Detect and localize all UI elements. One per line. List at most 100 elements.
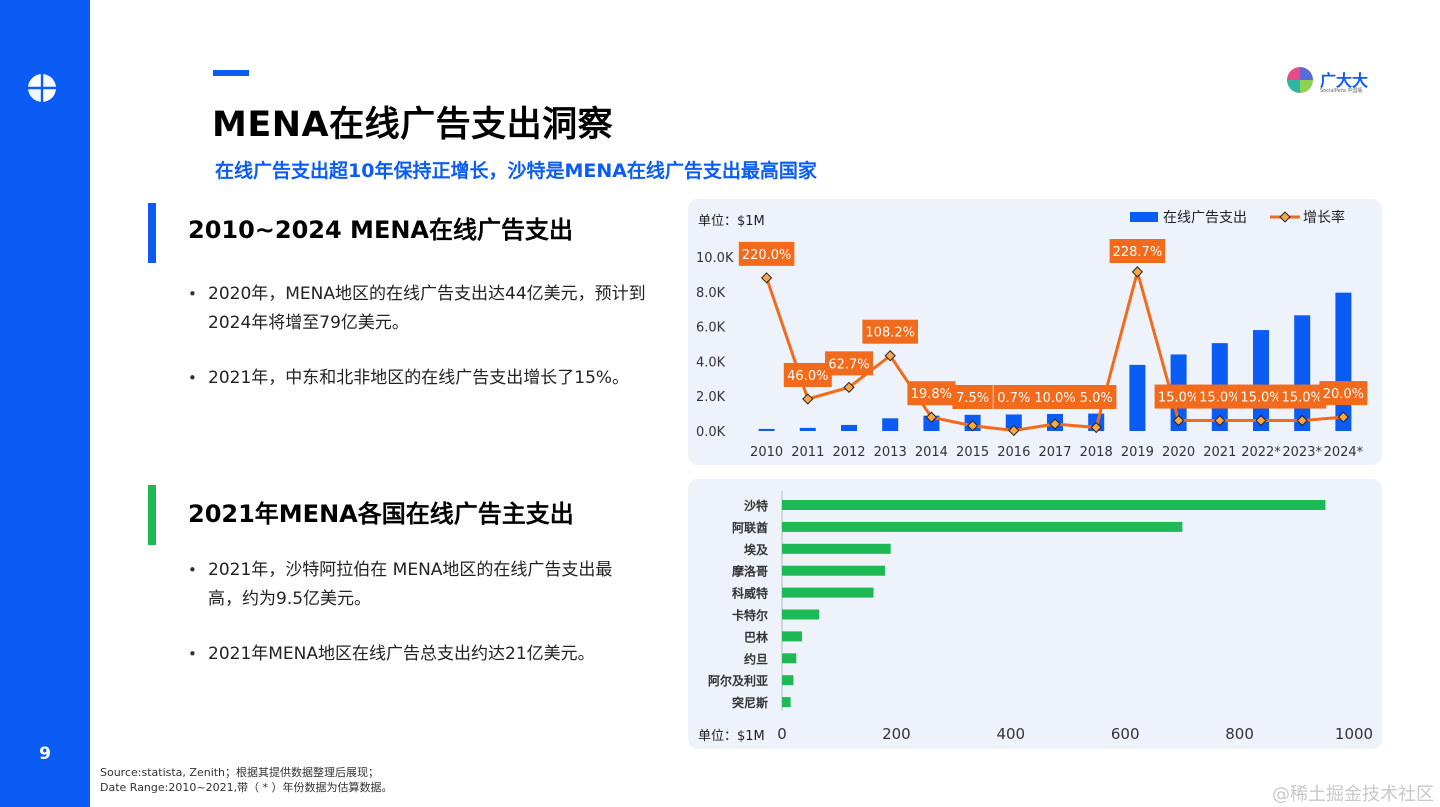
chart1-x-tick: 2015 bbox=[956, 445, 989, 460]
chart1-growth-point bbox=[925, 411, 938, 423]
chart1-x-tick: 2010 bbox=[750, 445, 783, 460]
country-spend-chart-panel: 沙特 阿联酋 埃及 摩洛哥 科威特 卡特尔 巴林 约旦 阿尔及利亚 突尼斯 0 200 400 600 80… bbox=[688, 479, 1382, 749]
chart1-x-tick: 2013 bbox=[874, 445, 907, 460]
chart1-x-tick: 2021 bbox=[1203, 445, 1236, 460]
chart1-x-tick: 2023* bbox=[1282, 445, 1322, 460]
chart1-growth-label-bg bbox=[783, 362, 832, 387]
chart1-growth-label: 220.0% bbox=[742, 248, 792, 263]
chart1-legend-bar-swatch bbox=[1130, 212, 1158, 222]
brand-name: 广大大 bbox=[1320, 71, 1369, 90]
chart2-category-label: 摩洛哥 bbox=[732, 564, 768, 579]
chart2-bar bbox=[782, 609, 820, 620]
chart1-growth-label: 5.0% bbox=[1080, 391, 1113, 406]
chart1-growth-label-bg bbox=[825, 351, 873, 376]
chart1-growth-label-bg bbox=[1237, 384, 1285, 409]
chart1-legend-line-label: 增长率 bbox=[1303, 209, 1345, 226]
chart1-x-tick: 2024* bbox=[1324, 445, 1364, 460]
spend-growth-chart-panel: 单位：$1M 0.0K 2.0K 4.0K 6.0K 8.0K 10.0K 2010 2011 2… bbox=[688, 199, 1382, 465]
chart2-x-tick: 800 bbox=[1225, 725, 1254, 743]
chart1-x-tick: 2022* bbox=[1241, 445, 1281, 460]
page-subtitle: 在线广告支出超10年保持正增长，沙特是MENA在线广告支出最高国家 bbox=[215, 160, 817, 182]
chart2-x-tick: 1000 bbox=[1335, 725, 1373, 743]
chart1-growth-label: 19.8% bbox=[911, 387, 952, 402]
brand-logo: 广大大 SocialPeta 中国版 bbox=[1286, 66, 1386, 98]
chart1-bar bbox=[799, 427, 816, 431]
chart1-x-tick: 2011 bbox=[791, 445, 824, 460]
section2-accent-bar bbox=[148, 485, 156, 545]
chart1-growth-label: 108.2% bbox=[865, 326, 915, 341]
chart2-x-tick: 400 bbox=[996, 725, 1025, 743]
chart1-growth-point bbox=[966, 420, 979, 432]
chart2-category-label: 突尼斯 bbox=[732, 695, 768, 710]
chart2-bar bbox=[782, 631, 803, 642]
chart1-growth-label: 15.0% bbox=[1240, 391, 1281, 406]
chart1-growth-point bbox=[843, 381, 855, 394]
chart1-growth-label: 15.0% bbox=[1199, 391, 1240, 406]
chart1-y-tick: 4.0K bbox=[696, 355, 726, 370]
chart2-bar bbox=[782, 500, 1326, 510]
chart2-category-label: 科威特 bbox=[732, 586, 768, 601]
source-line-1: Source:statista, Zenith；根据其提供数据整理后展现； bbox=[100, 766, 380, 779]
chart1-growth-point bbox=[1255, 414, 1267, 427]
chart1-growth-point bbox=[1214, 414, 1226, 427]
title-accent-bar bbox=[213, 70, 249, 76]
section1-title: 2010~2024 MENA在线广告支出 bbox=[188, 216, 573, 244]
chart1-growth-label-bg bbox=[1109, 239, 1166, 263]
chart1-growth-point bbox=[1008, 424, 1020, 437]
chart1-growth-label-bg bbox=[862, 319, 918, 344]
chart1-x-tick: 2017 bbox=[1038, 445, 1071, 460]
chart1-growth-label-bg bbox=[1076, 385, 1117, 409]
chart1-growth-label-bg bbox=[993, 385, 1034, 409]
chart1-growth-label-bg bbox=[1195, 384, 1244, 409]
chart1-bar bbox=[1335, 292, 1352, 431]
chart1-growth-label-bg bbox=[907, 381, 956, 406]
chart1-growth-point bbox=[1049, 418, 1061, 430]
chart1-growth-label: 46.0% bbox=[787, 369, 828, 384]
chart1-y-tick: 10.0K bbox=[696, 251, 734, 266]
source-note: Source:statista, Zenith；根据其提供数据整理后展现； Da… bbox=[100, 765, 393, 795]
section2-bullet: 2021年MENA地区在线广告总支出约达21亿美元。 bbox=[186, 640, 646, 669]
chart2-category-label: 约旦 bbox=[744, 651, 768, 666]
chart1-growth-point bbox=[1131, 266, 1144, 278]
chart2-bar bbox=[782, 587, 874, 598]
chart1-y-tick: 8.0K bbox=[696, 286, 726, 301]
chart1-x-tick: 2020 bbox=[1162, 445, 1195, 460]
chart1-x-tick: 2014 bbox=[915, 445, 948, 460]
chart1-bar bbox=[1129, 364, 1146, 431]
brand-pie-icon bbox=[1287, 67, 1313, 93]
chart2-category-label: 阿尔及利亚 bbox=[708, 673, 768, 688]
chart1-growth-label-bg bbox=[738, 241, 795, 266]
chart2-category-label: 沙特 bbox=[744, 498, 768, 513]
sidebar: 9 bbox=[0, 0, 90, 807]
chart1-growth-label: 228.7% bbox=[1113, 245, 1163, 260]
chart1-growth-label: 20.0% bbox=[1323, 387, 1364, 402]
chart1-y-tick: 6.0K bbox=[696, 321, 726, 336]
watermark: @稀土掘金技术社区 bbox=[1272, 784, 1434, 805]
chart1-bar bbox=[882, 418, 899, 431]
section1-bullet: 2021年，中东和北非地区的在线广告支出增长了15%。 bbox=[186, 364, 646, 393]
chart1-growth-label: 10.0% bbox=[1034, 391, 1075, 406]
chart1-growth-label-bg bbox=[1154, 384, 1203, 409]
chart2-bar bbox=[782, 697, 791, 708]
chart2-bar bbox=[782, 565, 885, 576]
section2-title: 2021年MENA各国在线广告主支出 bbox=[188, 500, 574, 528]
chart1-growth-label-bg bbox=[1278, 384, 1327, 409]
chart1-bar bbox=[1294, 315, 1311, 431]
chart1-x-tick: 2019 bbox=[1121, 445, 1154, 460]
chart1-x-tick: 2016 bbox=[997, 445, 1030, 460]
spend-growth-chart: 单位：$1M 0.0K 2.0K 4.0K 6.0K 8.0K 10.0K 2010 2011 2… bbox=[696, 209, 1368, 460]
chart1-growth-label: 15.0% bbox=[1158, 391, 1199, 406]
chart2-category-label: 巴林 bbox=[744, 629, 768, 644]
chart2-bar bbox=[782, 543, 891, 554]
section1-accent-bar bbox=[148, 203, 156, 263]
chart2-unit-label: 单位：$1M bbox=[698, 729, 765, 744]
page-number: 9 bbox=[39, 744, 51, 764]
chart1-unit-label: 单位：$1M bbox=[698, 214, 765, 229]
chart1-legend-line-marker bbox=[1279, 211, 1291, 223]
chart1-growth-label-bg bbox=[1319, 381, 1368, 406]
chart1-growth-point bbox=[1296, 414, 1308, 427]
section2-bullets: 2021年，沙特阿拉伯在 MENA地区的在线广告支出最高，约为9.5亿美元。 2… bbox=[186, 556, 646, 695]
app-logo-icon bbox=[27, 73, 57, 103]
chart1-growth-point bbox=[760, 272, 773, 284]
chart1-x-tick: 2018 bbox=[1080, 445, 1113, 460]
